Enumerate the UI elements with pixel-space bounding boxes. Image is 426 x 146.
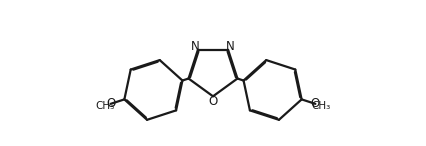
- Text: CH₃: CH₃: [95, 101, 114, 111]
- Text: N: N: [191, 40, 200, 53]
- Text: O: O: [106, 97, 115, 110]
- Text: CH₃: CH₃: [312, 101, 331, 111]
- Text: N: N: [226, 40, 235, 53]
- Text: O: O: [311, 97, 320, 110]
- Text: O: O: [208, 95, 218, 108]
